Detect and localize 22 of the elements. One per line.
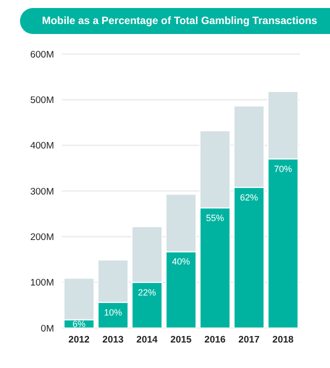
y-tick-label: 100M bbox=[30, 278, 54, 289]
x-tick-label: 2016 bbox=[204, 334, 226, 346]
x-tick-label: 2013 bbox=[102, 334, 124, 346]
x-tick-label: 2018 bbox=[272, 334, 294, 346]
y-tick-label: 500M bbox=[30, 95, 54, 106]
annotation: 55% bbox=[206, 212, 224, 223]
y-tick-label: 400M bbox=[30, 140, 54, 152]
x-tick-label: 2017 bbox=[238, 334, 260, 346]
x-tick-label: 2015 bbox=[170, 334, 192, 346]
x-tick-label: 2014 bbox=[136, 334, 158, 346]
y-tick-label: 0M bbox=[40, 323, 54, 334]
x-tick-label: 2012 bbox=[68, 334, 90, 346]
chart-title: Mobile as a Percentage of Total Gambling Transactions bbox=[20, 8, 330, 34]
y-tick-label: 300M bbox=[30, 186, 54, 198]
annotation: 40% bbox=[172, 256, 190, 267]
annotation: 22% bbox=[138, 287, 156, 298]
annotation: 10% bbox=[104, 307, 122, 318]
annotation: 62% bbox=[240, 192, 258, 202]
annotation: 6% bbox=[72, 319, 86, 330]
y-tick-label: 200M bbox=[30, 232, 54, 244]
annotation: 70% bbox=[274, 164, 292, 174]
y-tick-label: 600M bbox=[30, 49, 54, 60]
